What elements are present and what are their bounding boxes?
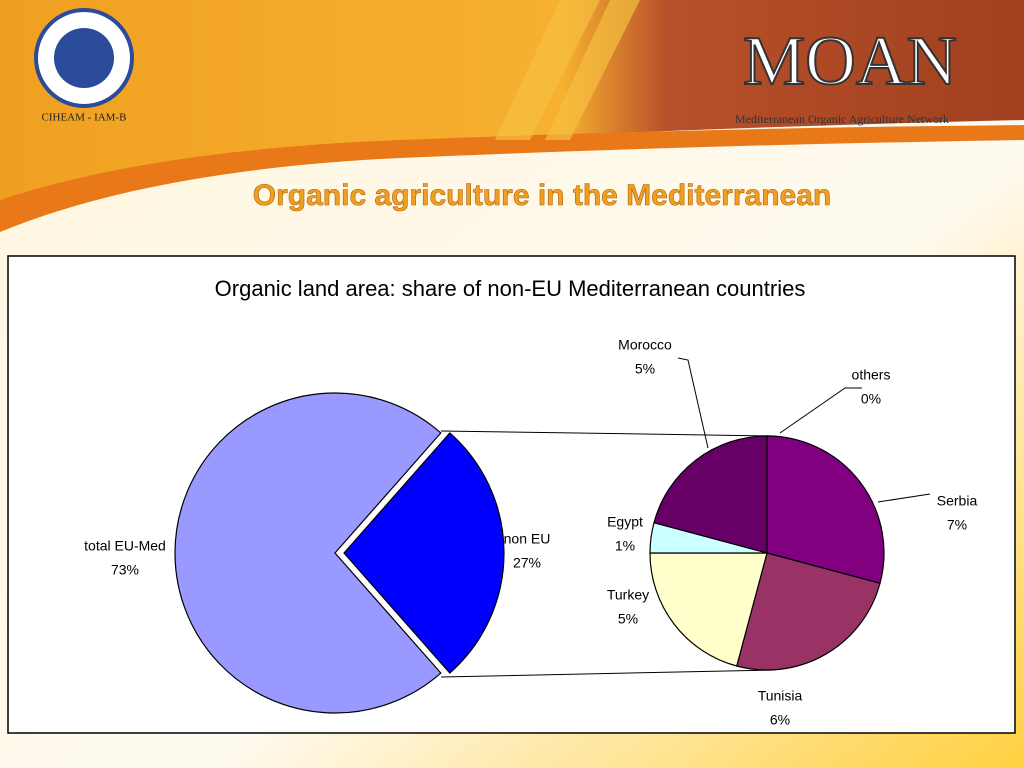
- slice-value: 5%: [618, 611, 638, 627]
- pie-slice: [766, 435, 885, 585]
- leader-line: [877, 493, 931, 503]
- connector: [440, 669, 776, 678]
- pie-slice: [735, 552, 881, 671]
- tagline: Mediterranean Organic Agriculture Networ…: [735, 112, 949, 126]
- slice-label: others: [852, 367, 891, 383]
- slice-value: 0%: [861, 391, 881, 407]
- slice-label: non EU: [504, 531, 551, 547]
- slice-value: 27%: [513, 555, 541, 571]
- stripes: [495, 0, 640, 140]
- slide-title: Organic agriculture in the Mediterranean: [253, 179, 831, 212]
- slice-label: Turkey: [607, 587, 649, 603]
- slice-value: 1%: [615, 538, 635, 554]
- leader-line: [779, 387, 862, 434]
- slice-value: 5%: [635, 361, 655, 377]
- pie-slice: [343, 432, 505, 674]
- pie-slice: [649, 552, 768, 667]
- logo-inner: [54, 28, 114, 88]
- connector: [440, 430, 776, 437]
- slice-label: Tunisia: [758, 688, 803, 704]
- slice-value: 7%: [947, 517, 967, 533]
- header-swoosh: [0, 125, 1024, 232]
- chart-title: Organic land area: share of non-EU Medit…: [215, 276, 806, 301]
- slice-label: Serbia: [937, 493, 978, 509]
- pie-slice: [653, 435, 768, 554]
- pie-slice: [174, 392, 442, 714]
- slice-value: 73%: [111, 562, 139, 578]
- leader-line: [677, 357, 709, 449]
- org-name: CIHEAM - IAM-B: [42, 112, 127, 124]
- slice-label: Morocco: [618, 337, 672, 353]
- slice-label: Egypt: [607, 514, 643, 530]
- slice-label: total EU-Med: [84, 538, 166, 554]
- brand: MOAN: [743, 23, 957, 100]
- slice-value: 6%: [770, 712, 790, 728]
